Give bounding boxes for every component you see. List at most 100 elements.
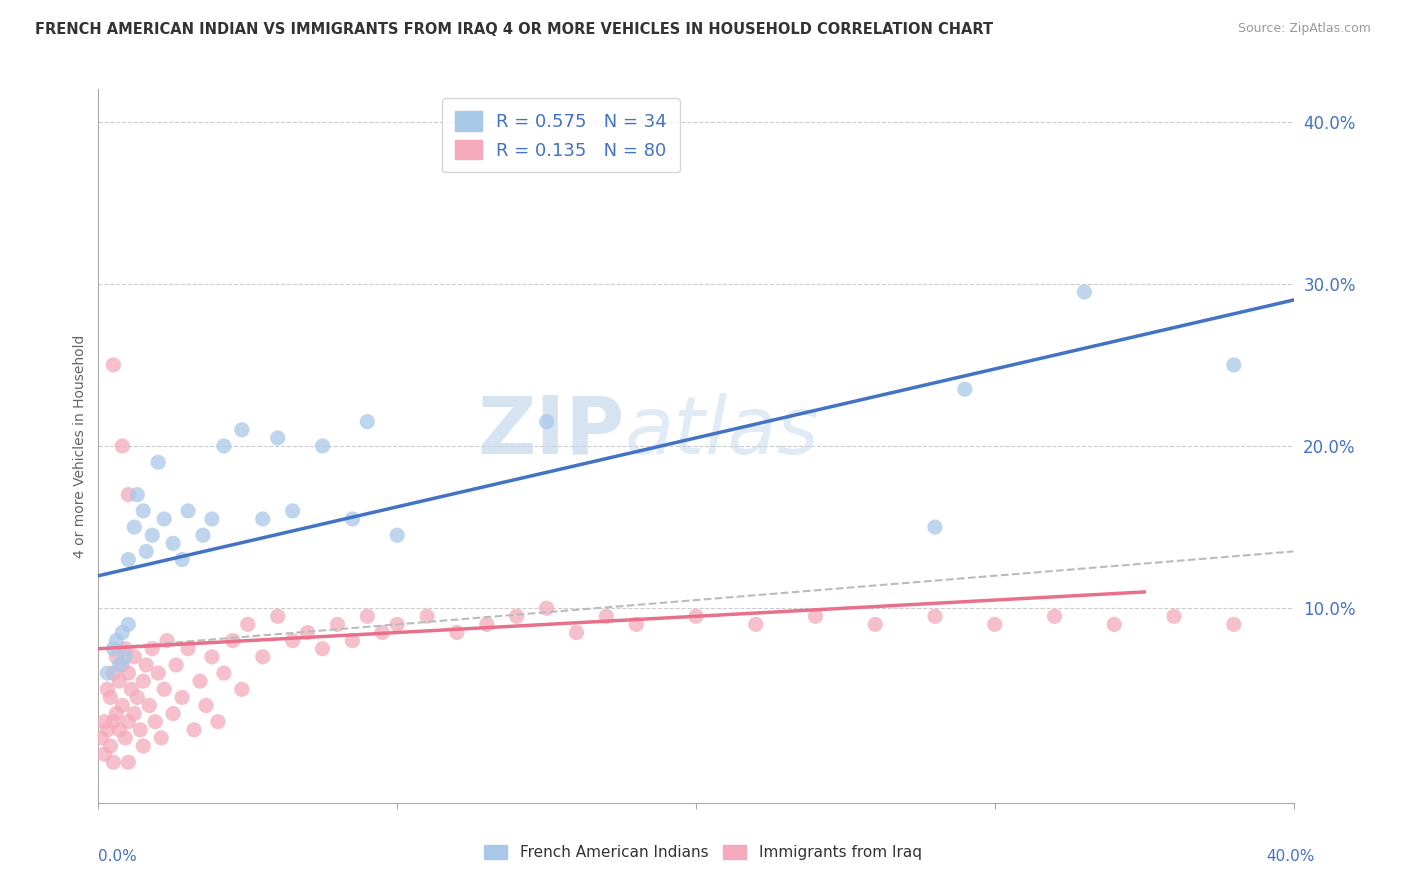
Point — [371, 625, 394, 640]
Text: FRENCH AMERICAN INDIAN VS IMMIGRANTS FROM IRAQ 4 OR MORE VEHICLES IN HOUSEHOLD C: FRENCH AMERICAN INDIAN VS IMMIGRANTS FRO… — [35, 22, 993, 37]
Point — [385, 617, 409, 632]
Point — [141, 528, 163, 542]
Point — [475, 617, 498, 632]
Point — [96, 666, 118, 681]
Point — [103, 714, 125, 729]
Point — [1223, 358, 1246, 372]
Point — [108, 674, 131, 689]
Point — [745, 617, 768, 632]
Point — [356, 415, 378, 429]
Point — [446, 625, 468, 640]
Point — [98, 739, 122, 753]
Point — [162, 706, 184, 721]
Point — [105, 633, 128, 648]
Point — [93, 747, 115, 761]
Text: 40.0%: 40.0% — [1267, 849, 1315, 863]
Point — [124, 649, 146, 664]
Point — [281, 504, 304, 518]
Legend: R = 0.575   N = 34, R = 0.135   N = 80: R = 0.575 N = 34, R = 0.135 N = 80 — [441, 98, 679, 172]
Point — [536, 415, 558, 429]
Point — [148, 666, 170, 681]
Point — [191, 528, 214, 542]
Point — [1223, 617, 1246, 632]
Point — [117, 617, 139, 632]
Point — [953, 382, 976, 396]
Point — [177, 504, 200, 518]
Point — [311, 439, 333, 453]
Point — [111, 439, 134, 453]
Point — [201, 649, 224, 664]
Point — [222, 633, 245, 648]
Point — [236, 617, 259, 632]
Point — [105, 706, 128, 721]
Point — [865, 617, 887, 632]
Point — [132, 504, 155, 518]
Point — [311, 641, 333, 656]
Point — [1104, 617, 1126, 632]
Point — [685, 609, 707, 624]
Point — [117, 552, 139, 566]
Point — [1043, 609, 1066, 624]
Point — [124, 706, 146, 721]
Point — [595, 609, 617, 624]
Point — [143, 714, 166, 729]
Point — [129, 723, 152, 737]
Point — [105, 649, 128, 664]
Point — [132, 739, 155, 753]
Point — [201, 512, 224, 526]
Point — [114, 649, 136, 664]
Point — [1073, 285, 1095, 299]
Point — [207, 714, 229, 729]
Point — [111, 625, 134, 640]
Point — [96, 723, 118, 737]
Legend: French American Indians, Immigrants from Iraq: French American Indians, Immigrants from… — [478, 839, 928, 866]
Point — [117, 714, 139, 729]
Point — [90, 731, 112, 745]
Point — [172, 552, 194, 566]
Point — [124, 520, 146, 534]
Point — [138, 698, 160, 713]
Point — [135, 657, 157, 672]
Point — [127, 488, 149, 502]
Point — [626, 617, 648, 632]
Text: 0.0%: 0.0% — [98, 849, 138, 863]
Point — [536, 601, 558, 615]
Point — [342, 512, 364, 526]
Point — [212, 666, 235, 681]
Point — [141, 641, 163, 656]
Point — [385, 528, 409, 542]
Point — [252, 649, 274, 664]
Point — [93, 714, 115, 729]
Point — [162, 536, 184, 550]
Point — [111, 657, 134, 672]
Point — [153, 682, 176, 697]
Point — [183, 723, 205, 737]
Point — [132, 674, 155, 689]
Point — [281, 633, 304, 648]
Point — [153, 512, 176, 526]
Point — [165, 657, 187, 672]
Point — [267, 609, 290, 624]
Point — [108, 723, 131, 737]
Point — [117, 488, 139, 502]
Point — [117, 666, 139, 681]
Point — [356, 609, 378, 624]
Point — [297, 625, 319, 640]
Text: Source: ZipAtlas.com: Source: ZipAtlas.com — [1237, 22, 1371, 36]
Point — [326, 617, 349, 632]
Text: atlas: atlas — [624, 392, 820, 471]
Point — [127, 690, 149, 705]
Point — [1163, 609, 1185, 624]
Point — [177, 641, 200, 656]
Point — [156, 633, 179, 648]
Point — [114, 641, 136, 656]
Point — [984, 617, 1007, 632]
Point — [804, 609, 827, 624]
Point — [96, 682, 118, 697]
Point — [342, 633, 364, 648]
Point — [565, 625, 588, 640]
Point — [231, 423, 253, 437]
Point — [120, 682, 142, 697]
Point — [117, 756, 139, 770]
Point — [148, 455, 170, 469]
